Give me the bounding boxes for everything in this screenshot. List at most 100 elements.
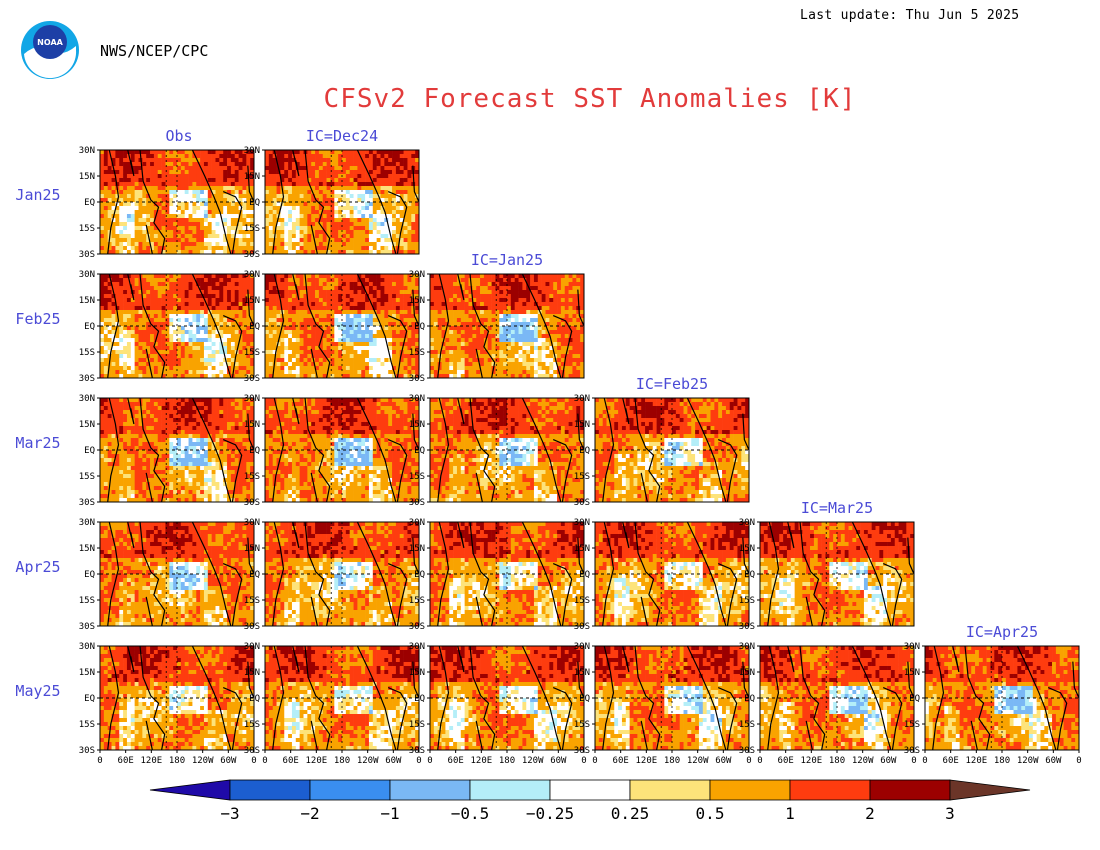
lat-tick-label: 15N — [739, 544, 755, 554]
colorbar-segment — [549, 779, 631, 801]
chart-title: CFSv2 Forecast SST Anomalies [K] — [0, 84, 1100, 114]
map-panel-Mar25-Obs — [99, 397, 255, 503]
lat-tick-label: 30S — [409, 498, 425, 508]
map-panel-May25-IC=Mar25 — [759, 645, 915, 751]
lon-tick-label: 120W — [192, 756, 214, 766]
map-panel-Feb25-Obs — [99, 273, 255, 379]
colorbar-tick-label: −0.25 — [526, 804, 574, 823]
lon-tick-label: 0 — [746, 756, 751, 766]
lat-tick-label: 15N — [574, 420, 590, 430]
lon-tick-label: 0 — [911, 756, 916, 766]
lat-tick-label: 30S — [739, 622, 755, 632]
lat-tick-label: 30S — [409, 622, 425, 632]
lat-tick-label: 15S — [244, 224, 260, 234]
lat-tick-label: EQ — [414, 570, 425, 580]
lon-tick-label: 0 — [592, 756, 597, 766]
lat-tick-label: 15N — [574, 668, 590, 678]
lat-tick-label: 30S — [574, 498, 590, 508]
lat-tick-label: EQ — [84, 570, 95, 580]
lon-tick-label: 120E — [965, 756, 987, 766]
lat-tick-label: EQ — [414, 322, 425, 332]
lon-tick-label: 60W — [220, 756, 237, 766]
lon-tick-label: 120W — [522, 756, 544, 766]
lat-tick-label: 15N — [409, 420, 425, 430]
map-panel-Mar25-IC=Jan25 — [429, 397, 585, 503]
lon-tick-label: 120W — [357, 756, 379, 766]
colorbar-tick-label: −3 — [220, 804, 239, 823]
colorbar-tick-label: 0.25 — [611, 804, 650, 823]
lat-tick-label: 30N — [739, 642, 755, 652]
map-panel-May25-IC=Feb25 — [594, 645, 750, 751]
noaa-logo: NOAA — [21, 21, 79, 79]
lat-tick-label: 30N — [79, 394, 95, 404]
lon-tick-label: 0 — [262, 756, 267, 766]
lon-tick-label: 120W — [1017, 756, 1039, 766]
lon-tick-label: 120E — [800, 756, 822, 766]
lat-tick-label: EQ — [84, 322, 95, 332]
map-panel-May25-IC=Apr25 — [924, 645, 1080, 751]
lon-tick-label: 120W — [687, 756, 709, 766]
colorbar-tick-label: −2 — [300, 804, 319, 823]
colorbar-segment — [229, 779, 311, 801]
map-panel-Jan25-Obs — [99, 149, 255, 255]
column-label: IC=Feb25 — [636, 375, 708, 393]
lat-tick-label: EQ — [249, 322, 260, 332]
map-panel-Feb25-IC=Dec24 — [264, 273, 420, 379]
lon-tick-label: 60W — [715, 756, 732, 766]
lat-tick-label: 15S — [739, 596, 755, 606]
lat-tick-label: 15N — [244, 544, 260, 554]
lat-tick-label: EQ — [249, 446, 260, 456]
lat-tick-label: EQ — [84, 198, 95, 208]
lat-tick-label: 15N — [739, 668, 755, 678]
row-label: Mar25 — [15, 434, 60, 452]
map-panel-May25-Obs — [99, 645, 255, 751]
lat-tick-label: 15N — [79, 172, 95, 182]
map-panel-Apr25-IC=Feb25 — [594, 521, 750, 627]
lat-tick-label: 15N — [79, 420, 95, 430]
column-label: IC=Dec24 — [306, 127, 378, 145]
lon-tick-label: 120E — [470, 756, 492, 766]
lat-tick-label: 15S — [409, 596, 425, 606]
lat-tick-label: 30N — [79, 270, 95, 280]
lat-tick-label: EQ — [414, 694, 425, 704]
lat-tick-label: 30N — [244, 146, 260, 156]
colorbar-segment — [629, 779, 711, 801]
lat-tick-label: 15S — [574, 596, 590, 606]
last-update-text: Last update: Thu Jun 5 2025 — [800, 8, 1019, 23]
lat-tick-label: 15S — [244, 472, 260, 482]
lat-tick-label: EQ — [579, 694, 590, 704]
lat-tick-label: 30S — [739, 746, 755, 756]
map-panel-Mar25-IC=Feb25 — [594, 397, 750, 503]
lat-tick-label: 15S — [79, 720, 95, 730]
lat-tick-label: 30S — [409, 746, 425, 756]
lon-tick-label: 60W — [1045, 756, 1062, 766]
lon-tick-label: 0 — [757, 756, 762, 766]
row-label: Jan25 — [15, 186, 60, 204]
lon-tick-label: 180 — [169, 756, 185, 766]
lat-tick-label: 15N — [244, 668, 260, 678]
lat-tick-label: 30N — [244, 270, 260, 280]
lat-tick-label: 30S — [244, 250, 260, 260]
lat-tick-label: 15S — [409, 720, 425, 730]
colorbar-segment — [469, 779, 551, 801]
colorbar-left-arrow — [149, 779, 231, 801]
lat-tick-label: 30S — [244, 746, 260, 756]
lon-tick-label: 180 — [664, 756, 680, 766]
lat-tick-label: 30N — [244, 642, 260, 652]
colorbar-segment — [709, 779, 791, 801]
lat-tick-label: 30N — [409, 642, 425, 652]
map-panel-May25-IC=Jan25 — [429, 645, 585, 751]
lon-tick-label: 0 — [427, 756, 432, 766]
lat-tick-label: 30N — [79, 518, 95, 528]
map-panel-Apr25-IC=Mar25 — [759, 521, 915, 627]
column-label: IC=Jan25 — [471, 251, 543, 269]
lat-tick-label: 30N — [244, 394, 260, 404]
lon-tick-label: 60E — [943, 756, 959, 766]
lon-tick-label: 0 — [581, 756, 586, 766]
lat-tick-label: 30N — [409, 394, 425, 404]
lon-tick-label: 120E — [140, 756, 162, 766]
lat-tick-label: 15N — [409, 668, 425, 678]
lon-tick-label: 60E — [778, 756, 794, 766]
lat-tick-label: EQ — [414, 446, 425, 456]
lon-tick-label: 60E — [283, 756, 299, 766]
